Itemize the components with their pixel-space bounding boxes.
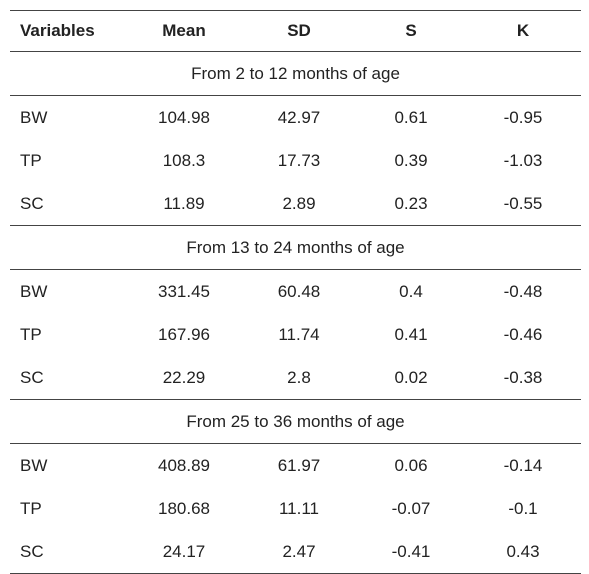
s-cell: 0.23 <box>394 193 428 213</box>
k-cell: -0.48 <box>503 281 543 301</box>
table-row: SC 11.89 2.89 0.23 -0.55 <box>10 182 581 226</box>
k-cell: -0.46 <box>503 324 543 344</box>
variable-cell: BW <box>20 455 48 475</box>
k-cell: -0.14 <box>503 455 543 475</box>
table-row: TP 108.3 17.73 0.39 -1.03 <box>10 139 581 182</box>
mean-cell: 408.89 <box>158 455 210 475</box>
mean-cell: 180.68 <box>158 498 210 518</box>
header-k: K <box>465 10 581 52</box>
group-row: From 2 to 12 months of age <box>10 51 581 96</box>
k-cell: -0.1 <box>508 498 538 518</box>
k-cell: -0.55 <box>503 193 543 213</box>
mean-cell: 108.3 <box>162 150 206 170</box>
sd-cell: 11.74 <box>278 324 320 344</box>
s-cell: 0.61 <box>394 107 428 127</box>
group-label: From 13 to 24 months of age <box>10 225 581 270</box>
group-row: From 25 to 36 months of age <box>10 399 581 444</box>
sd-cell: 61.97 <box>277 455 321 475</box>
mean-cell: 22.29 <box>162 367 206 387</box>
header-mean: Mean <box>127 10 241 52</box>
variable-cell: BW <box>20 281 48 301</box>
sd-cell: 42.97 <box>277 107 321 127</box>
sd-cell: 11.11 <box>278 498 320 518</box>
variable-cell: SC <box>20 367 44 387</box>
variable-cell: SC <box>10 530 127 574</box>
header-row: Variables Mean SD S K <box>10 10 581 52</box>
sd-cell: 2.89 <box>282 193 316 213</box>
statistics-table: Variables Mean SD S K From 2 to 12 month… <box>10 10 581 574</box>
sd-cell: 60.48 <box>277 281 321 301</box>
variable-cell: BW <box>20 107 48 127</box>
k-cell: -1.03 <box>503 150 543 170</box>
group-label: From 25 to 36 months of age <box>10 399 581 444</box>
table-row: SC 24.17 2.47 -0.41 0.43 <box>10 530 581 574</box>
statistics-table-container: Variables Mean SD S K From 2 to 12 month… <box>10 10 581 574</box>
mean-cell: 11.89 <box>163 193 205 213</box>
header-sd: SD <box>241 10 357 52</box>
mean-cell: 331.45 <box>158 281 210 301</box>
table-row: BW 104.98 42.97 0.61 -0.95 <box>10 96 581 140</box>
sd-cell: 17.73 <box>277 150 321 170</box>
mean-cell: 167.96 <box>158 324 210 344</box>
s-cell: 0.4 <box>399 281 423 301</box>
s-cell: 0.02 <box>394 367 428 387</box>
header-s: S <box>357 10 465 52</box>
s-cell: 0.06 <box>394 455 428 475</box>
table-row: TP 167.96 11.74 0.41 -0.46 <box>10 313 581 356</box>
header-variables: Variables <box>10 10 127 52</box>
table-row: BW 408.89 61.97 0.06 -0.14 <box>10 444 581 488</box>
sd-cell: 2.47 <box>241 530 357 574</box>
group-row: From 13 to 24 months of age <box>10 225 581 270</box>
sd-cell: 2.8 <box>287 367 311 387</box>
table-row: TP 180.68 11.11 -0.07 -0.1 <box>10 487 581 530</box>
s-cell: -0.41 <box>357 530 465 574</box>
variable-cell: SC <box>20 193 44 213</box>
variable-cell: TP <box>20 324 42 344</box>
variable-cell: TP <box>20 150 42 170</box>
s-cell: -0.07 <box>391 498 431 518</box>
k-cell: 0.43 <box>465 530 581 574</box>
mean-cell: 24.17 <box>127 530 241 574</box>
s-cell: 0.41 <box>394 324 428 344</box>
k-cell: -0.95 <box>503 107 543 127</box>
s-cell: 0.39 <box>394 150 428 170</box>
mean-cell: 104.98 <box>158 107 210 127</box>
variable-cell: TP <box>20 498 42 518</box>
group-label: From 2 to 12 months of age <box>10 51 581 96</box>
table-row: SC 22.29 2.8 0.02 -0.38 <box>10 356 581 400</box>
table-row: BW 331.45 60.48 0.4 -0.48 <box>10 270 581 314</box>
k-cell: -0.38 <box>503 367 543 387</box>
